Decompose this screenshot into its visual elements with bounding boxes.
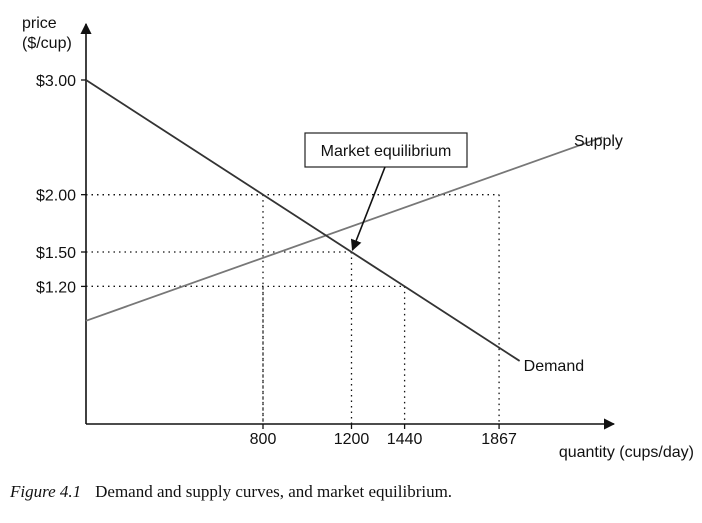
figure-label: Figure 4.1 — [10, 482, 82, 501]
guide-lines — [86, 194, 500, 424]
x-tick-label: 800 — [250, 431, 277, 448]
series-labels: Supply Demand — [524, 133, 623, 375]
series-line-supply — [85, 136, 603, 322]
x-ticks: 800 1200 1440 1867 — [250, 424, 517, 448]
caption-text: Demand and supply curves, and market equ… — [95, 482, 453, 501]
y-tick-label: $3.00 — [36, 73, 76, 90]
series-label-demand: Demand — [524, 358, 584, 375]
x-tick-label: 1867 — [481, 431, 517, 448]
annotation-box — [304, 132, 468, 168]
x-tick-label: 1440 — [387, 431, 423, 448]
y-tick-label: $1.20 — [36, 279, 76, 296]
y-tick-label: $2.00 — [36, 188, 76, 205]
series-lines — [85, 79, 603, 362]
series-label-supply: Supply — [574, 133, 623, 150]
y-tick-label: $1.50 — [36, 245, 76, 262]
y-axis-label: price ($/cup) — [22, 15, 72, 52]
annotation-arrow — [350, 166, 386, 252]
x-tick-label: 1200 — [334, 431, 370, 448]
y-ticks: $3.00 $2.00 $1.50 $1.20 — [36, 73, 86, 296]
series-line-demand — [85, 79, 521, 362]
annotation-text: Market equilibrium — [321, 143, 452, 160]
chart: price ($/cup) quantity (cups/day) $3.00$… — [22, 15, 694, 461]
x-axis-label: quantity (cups/day) — [559, 444, 694, 461]
equilibrium-annotation: Market equilibrium — [304, 132, 468, 252]
figure-caption: Figure 4.1 Demand and supply curves, and … — [10, 482, 452, 502]
